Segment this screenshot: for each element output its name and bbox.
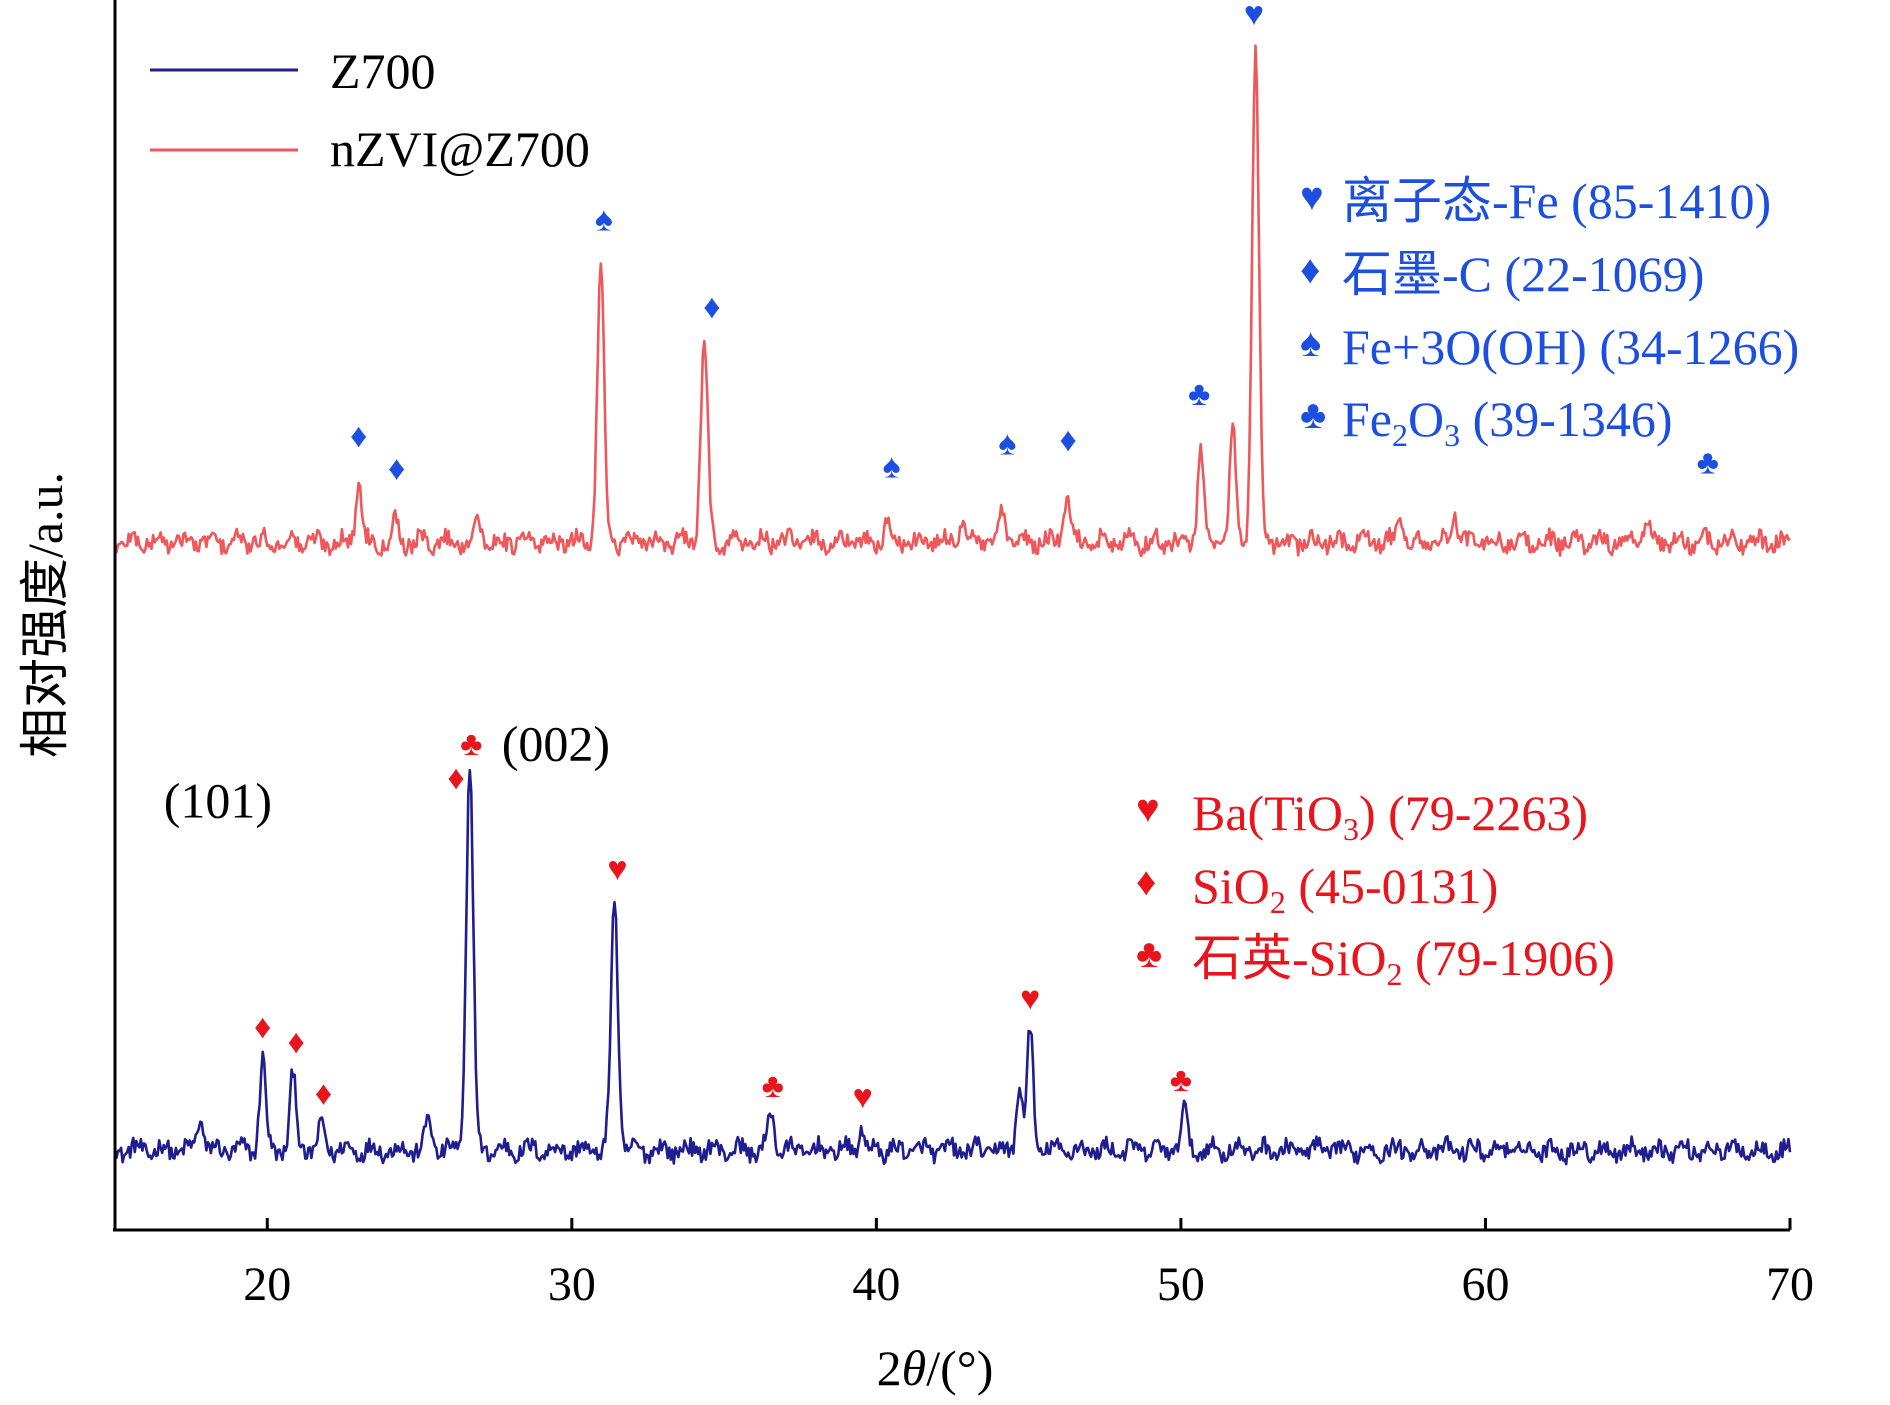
phase-legend-red: ♥ Ba(TiO3) (79-2263) ♦ SiO2 (45-0131) ♣ … xyxy=(1136,785,1615,992)
y-axis-title: 相对强度/a.u. xyxy=(17,472,73,758)
x-tick-label: 50 xyxy=(1157,1258,1205,1311)
diamond-icon: ♦ xyxy=(1300,247,1320,292)
diamond-marker: ♦ xyxy=(254,1009,271,1046)
phase-red-label-1: Ba(TiO3) (79-2263) xyxy=(1192,785,1588,847)
heart-marker: ♥ xyxy=(853,1079,873,1116)
x-tick-label: 20 xyxy=(243,1258,291,1311)
heart-marker: ♥ xyxy=(1244,0,1264,33)
x-tick-label: 70 xyxy=(1766,1258,1814,1311)
x-tick-label: 30 xyxy=(548,1258,596,1311)
diamond-marker: ♦ xyxy=(447,760,464,797)
club-icon: ♣ xyxy=(1136,931,1162,976)
phase-red-label-2: SiO2 (45-0131) xyxy=(1192,858,1498,920)
spade-marker: ♠ xyxy=(883,448,901,485)
x-axis-title: 2θ/(°) xyxy=(877,1340,994,1396)
legend-label-nzvi: nZVI@Z700 xyxy=(330,121,590,177)
peak-markers: ♦♦♠♦♠♠ ♦♣♥♣♦ ♦♦♦♣♥♣ ♥♥♣ xyxy=(254,0,1719,1116)
diamond-marker: ♦ xyxy=(388,450,405,487)
series-legend: Z700 nZVI@Z700 xyxy=(150,43,590,177)
plot-lines xyxy=(113,44,1792,1166)
club-marker: ♣ xyxy=(1697,445,1719,482)
phase-blue-label-4: Fe2O3 (39-1346) xyxy=(1342,391,1673,453)
diamond-icon: ♦ xyxy=(1136,859,1156,904)
phase-blue-label-3: Fe+3O(OH) (34-1266) xyxy=(1342,319,1799,375)
heart-icon: ♥ xyxy=(1300,174,1324,219)
x-axis-ticks: 20 30 40 50 60 70 xyxy=(243,1218,1814,1311)
miller-index-label: (002) xyxy=(502,716,610,772)
phase-blue-label-1: 离子态-Fe (85-1410) xyxy=(1342,173,1771,229)
phase-blue-label-2: 石墨-C (22-1069) xyxy=(1342,246,1704,302)
club-marker: ♣ xyxy=(1170,1062,1192,1099)
x-tick-label: 40 xyxy=(852,1258,900,1311)
phase-legend-blue: ♥ 离子态-Fe (85-1410) ♦ 石墨-C (22-1069) ♠ Fe… xyxy=(1300,173,1799,453)
series-line-nzvi xyxy=(113,44,1791,558)
diamond-marker: ♦ xyxy=(350,418,367,455)
spade-marker: ♠ xyxy=(595,201,613,238)
diamond-marker: ♦ xyxy=(288,1024,305,1061)
club-marker: ♣ xyxy=(1188,376,1210,413)
diamond-marker: ♦ xyxy=(703,289,720,326)
series-line-z700 xyxy=(113,768,1792,1166)
club-marker: ♣ xyxy=(762,1068,784,1105)
club-icon: ♣ xyxy=(1300,392,1326,437)
spade-icon: ♠ xyxy=(1300,320,1321,365)
phase-red-label-3: 石英-SiO2 (79-1906) xyxy=(1192,930,1615,992)
annotations: (101) (002) xyxy=(164,716,610,829)
diamond-marker: ♦ xyxy=(1060,422,1077,459)
heart-marker: ♥ xyxy=(607,851,627,888)
miller-index-label: (101) xyxy=(164,773,272,829)
diamond-marker: ♦ xyxy=(315,1075,332,1112)
heart-marker: ♥ xyxy=(1020,980,1040,1017)
x-tick-label: 60 xyxy=(1461,1258,1509,1311)
club-marker: ♣ xyxy=(460,726,482,763)
legend-label-z700: Z700 xyxy=(330,43,436,99)
spade-marker: ♠ xyxy=(998,426,1016,463)
heart-icon: ♥ xyxy=(1136,786,1160,831)
